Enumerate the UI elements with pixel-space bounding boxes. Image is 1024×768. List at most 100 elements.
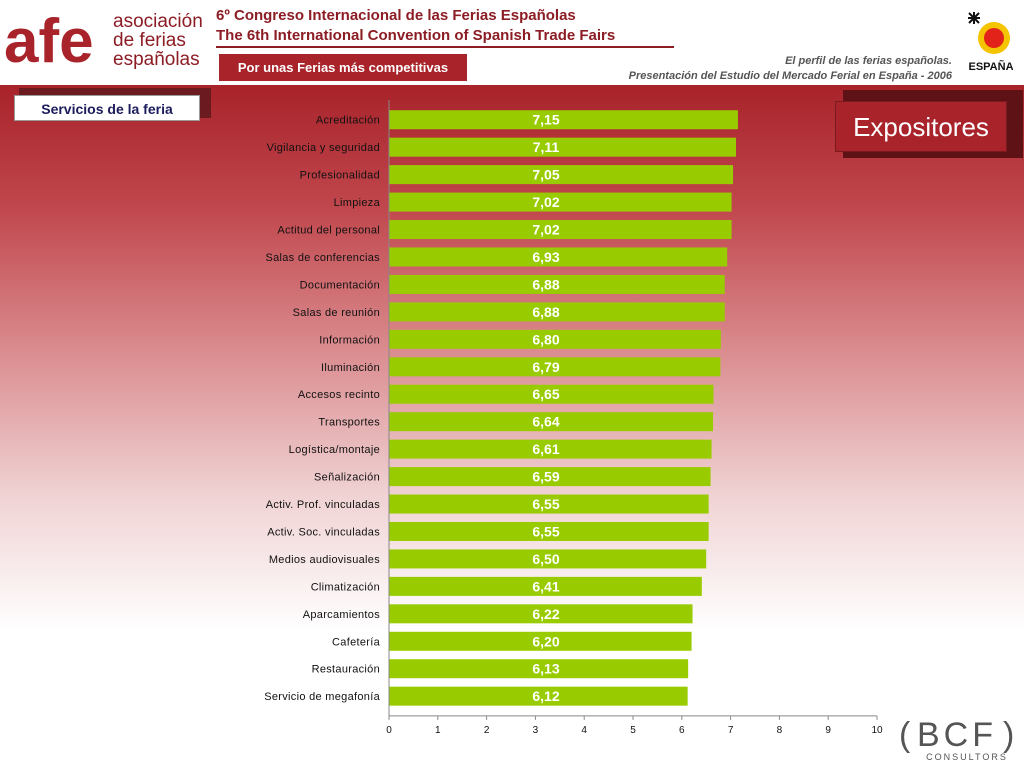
- category-label: Activ. Soc. vinculadas: [267, 526, 380, 538]
- category-label: Iluminación: [321, 362, 380, 374]
- category-label: Servicio de megafonía: [264, 691, 380, 703]
- association-name: asociación de ferias españolas: [113, 12, 203, 69]
- bar-value-label: 6,59: [532, 469, 559, 485]
- bar-value-label: 7,05: [532, 167, 559, 183]
- bar: [389, 521, 709, 541]
- congress-title-en: The 6th International Convention of Span…: [216, 27, 616, 44]
- category-label: Salas de conferencias: [265, 252, 380, 264]
- bar-value-label: 6,50: [532, 551, 559, 567]
- bar: [389, 302, 725, 322]
- bar: [389, 220, 732, 240]
- bar-value-label: 6,65: [532, 386, 559, 402]
- bar: [389, 110, 738, 130]
- bcf-close-bracket: ): [1003, 716, 1014, 754]
- category-label: Vigilancia y seguridad: [267, 142, 380, 154]
- category-label: Información: [319, 334, 380, 346]
- bcf-sub-text: CONSULTORS: [926, 752, 1008, 762]
- bar: [389, 659, 689, 679]
- category-label: Restauración: [312, 664, 380, 676]
- bar-value-label: 7,15: [532, 112, 559, 128]
- chart-bars: Acreditación 7,15 Vigilancia y seguridad 7,…: [264, 110, 738, 706]
- category-label: Limpieza: [334, 197, 381, 209]
- x-tick-label: 7: [728, 725, 734, 736]
- bar: [389, 412, 714, 432]
- congress-title-es: 6º Congreso Internacional de las Ferias …: [216, 7, 576, 24]
- x-tick-label: 9: [825, 725, 831, 736]
- x-tick-label: 8: [777, 725, 783, 736]
- bar: [389, 384, 714, 404]
- x-tick-label: 5: [630, 725, 636, 736]
- bar: [389, 631, 692, 651]
- bar: [389, 467, 711, 487]
- espana-logo: ESPAÑA: [968, 12, 1014, 73]
- afe-logo: afe: [4, 10, 94, 70]
- bar-value-label: 6,55: [532, 496, 559, 512]
- bar-value-label: 6,41: [532, 578, 559, 594]
- bar-value-label: 6,22: [532, 606, 559, 622]
- bar: [389, 494, 709, 514]
- x-tick-label: 3: [533, 725, 539, 736]
- bar-value-label: 7,02: [532, 222, 559, 238]
- bar: [389, 329, 721, 349]
- category-label: Cafetería: [332, 636, 381, 648]
- x-tick-label: 6: [679, 725, 685, 736]
- slogan-badge: Por unas Ferias más competitivas: [219, 54, 467, 81]
- bar: [389, 274, 725, 294]
- study-subtitle: El perfil de las ferias españolas.: [785, 55, 952, 67]
- bar-value-label: 6,61: [532, 441, 559, 457]
- afe-logo-text: afe: [4, 10, 94, 70]
- category-label: Actitud del personal: [277, 225, 380, 237]
- category-label: Accesos recinto: [298, 389, 380, 401]
- expositores-label: Expositores: [835, 101, 1007, 152]
- bar: [389, 604, 693, 624]
- bar-value-label: 6,88: [532, 304, 559, 320]
- bar-value-label: 7,02: [532, 194, 559, 210]
- bar: [389, 686, 688, 706]
- bar: [389, 192, 732, 212]
- bar-value-label: 6,79: [532, 359, 559, 375]
- header: afe asociación de ferias españolas 6º Co…: [0, 0, 1024, 85]
- category-label: Señalización: [314, 472, 380, 484]
- section-tab: Servicios de la feria: [14, 95, 200, 121]
- bar-value-label: 6,80: [532, 331, 559, 347]
- category-label: Transportes: [318, 417, 380, 429]
- sun-core-icon: [984, 28, 1004, 48]
- bar-value-label: 6,13: [532, 661, 559, 677]
- association-line: españolas: [113, 49, 200, 70]
- bcf-consultors-logo: ( BCF ) CONSULTORS: [899, 716, 1014, 762]
- bar: [389, 137, 736, 157]
- study-subtitle-2: Presentación del Estudio del Mercado Fer…: [628, 70, 952, 82]
- category-label: Medios audiovisuales: [269, 554, 380, 566]
- association-line: de ferias: [113, 30, 186, 51]
- bar-value-label: 7,11: [533, 139, 560, 155]
- x-tick-label: 0: [386, 725, 392, 736]
- x-tick-label: 10: [871, 725, 883, 736]
- bar: [389, 576, 702, 596]
- x-tick-label: 1: [435, 725, 441, 736]
- bcf-open-bracket: (: [899, 716, 911, 754]
- x-tick-label: 4: [581, 725, 587, 736]
- bar: [389, 439, 712, 459]
- category-label: Salas de reunión: [293, 307, 380, 319]
- bar-value-label: 6,20: [532, 633, 559, 649]
- bar: [389, 247, 728, 267]
- bar-chart: Acreditación 7,15 Vigilancia y seguridad 7,…: [264, 100, 883, 736]
- sun-star-icon: [968, 12, 980, 24]
- espana-text: ESPAÑA: [968, 60, 1013, 73]
- category-label: Aparcamientos: [303, 609, 380, 621]
- category-label: Activ. Prof. vinculadas: [266, 499, 380, 511]
- bar-value-label: 6,64: [532, 414, 559, 430]
- category-label: Climatización: [311, 581, 380, 593]
- category-label: Acreditación: [316, 115, 380, 127]
- bar-value-label: 6,12: [532, 688, 559, 704]
- bar-value-label: 6,55: [532, 523, 559, 539]
- category-label: Documentación: [300, 279, 380, 291]
- category-label: Profesionalidad: [300, 170, 380, 182]
- bcf-logo-text: BCF: [917, 716, 997, 754]
- bar-value-label: 6,88: [532, 276, 559, 292]
- bar-value-label: 6,93: [532, 249, 559, 265]
- x-axis: 0 1 2 3 4 5 6 7 8 9 10: [386, 100, 883, 736]
- category-label: Logística/montaje: [289, 444, 380, 456]
- association-line: asociación: [113, 11, 203, 32]
- title-underline: [216, 46, 674, 48]
